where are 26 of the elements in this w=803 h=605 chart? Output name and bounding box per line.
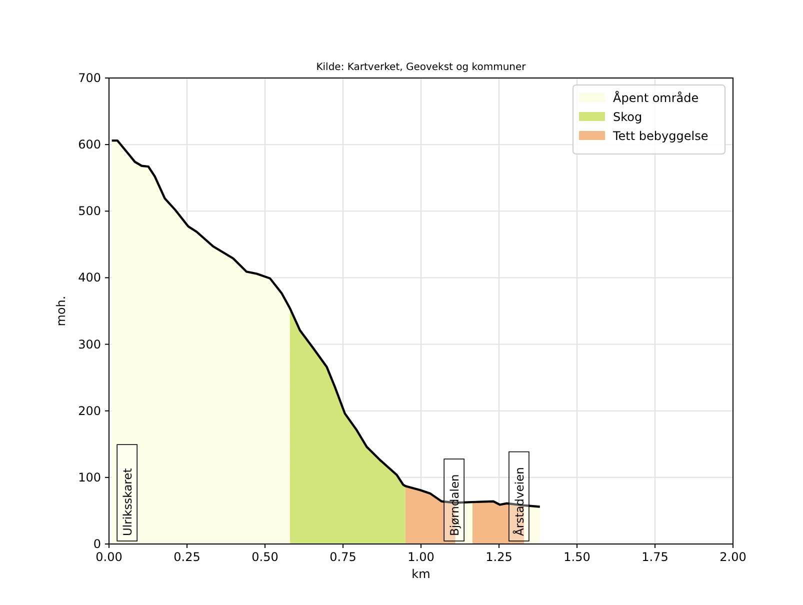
y-tick-label: 300 bbox=[78, 337, 101, 352]
x-axis-title: km bbox=[412, 567, 430, 581]
y-tick-label: 600 bbox=[78, 138, 101, 152]
chart-title: Kilde: Kartverket, Geovekst og kommuner bbox=[316, 62, 527, 73]
x-tick-label: 1.25 bbox=[486, 550, 512, 564]
y-tick-label: 200 bbox=[78, 404, 101, 418]
y-tick-label: 0 bbox=[93, 537, 101, 551]
x-tick-label: 0.75 bbox=[330, 550, 356, 564]
y-tick-label: 100 bbox=[78, 470, 101, 484]
x-tick-label: 0.50 bbox=[252, 550, 278, 564]
y-tick-label: 700 bbox=[78, 71, 101, 85]
y-axis-title: moh. bbox=[54, 296, 68, 326]
x-tick-label: 1.00 bbox=[408, 550, 434, 564]
legend-label: Åpent område bbox=[613, 90, 699, 105]
x-tick-label: 0.00 bbox=[96, 550, 122, 564]
annotation: Ulriksskaret bbox=[120, 468, 135, 536]
x-tick-label: 1.75 bbox=[642, 550, 668, 564]
x-tick-label: 1.50 bbox=[564, 550, 590, 564]
annotation: Bjørndalen bbox=[448, 474, 462, 536]
legend-label: Skog bbox=[613, 110, 642, 124]
y-tick-label: 400 bbox=[78, 270, 101, 285]
annotation: Årstadveien bbox=[512, 467, 526, 536]
x-tick-label: 0.25 bbox=[174, 550, 200, 564]
legend-label: Tett bebyggelse bbox=[612, 129, 708, 143]
x-tick-label: 2.00 bbox=[720, 550, 746, 564]
y-tick-label: 500 bbox=[78, 204, 101, 218]
